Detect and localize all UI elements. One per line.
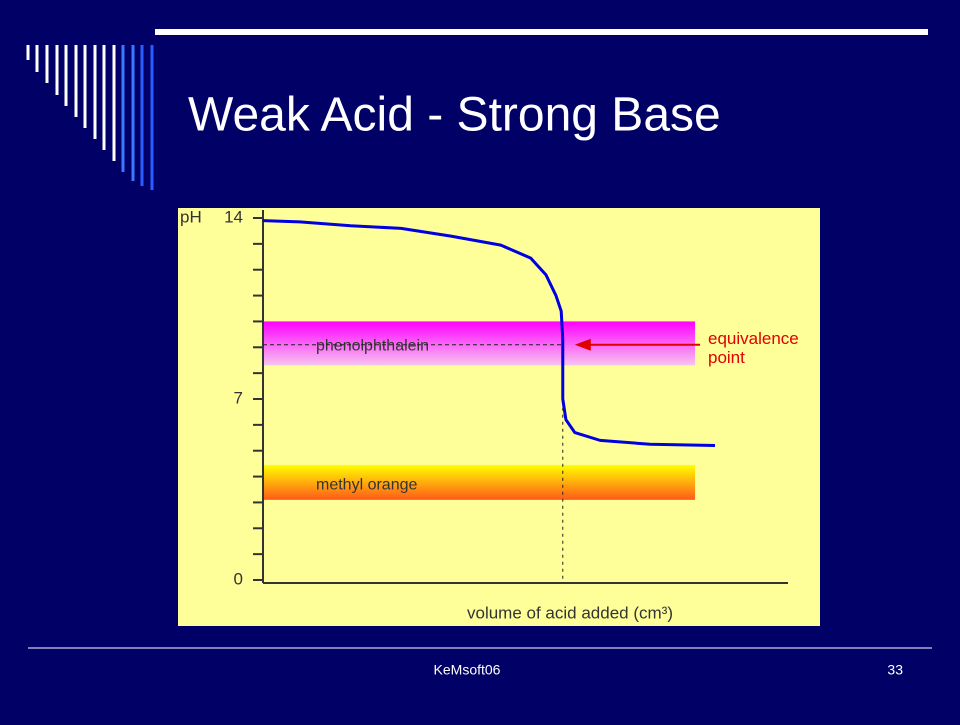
y-tick-label: 7 xyxy=(234,388,243,407)
annotation: point xyxy=(708,348,745,367)
arrow-head xyxy=(574,338,591,351)
page-number: 33 xyxy=(887,662,903,678)
y-axis-label: pH xyxy=(180,207,202,226)
chart-background xyxy=(178,208,820,626)
chart: phenolphthalein methyl orange 0 7 14 pH volume… xyxy=(180,207,799,622)
titration-curve xyxy=(262,219,716,448)
indicator-band xyxy=(263,321,696,366)
footer: KeMsoft06 xyxy=(434,662,501,678)
band-label: methyl orange xyxy=(316,477,417,494)
slide-title: Weak Acid - Strong Base xyxy=(188,89,721,142)
y-tick-label: 14 xyxy=(224,207,243,226)
decoration xyxy=(26,45,154,190)
band-label: phenolphthalein xyxy=(316,338,429,355)
annotation: equivalence xyxy=(708,329,799,348)
top-rule xyxy=(155,29,928,35)
indicator-band xyxy=(263,464,696,500)
y-tick-label: 0 xyxy=(234,569,243,588)
x-axis-label: volume of acid added (cm³) xyxy=(467,603,673,622)
